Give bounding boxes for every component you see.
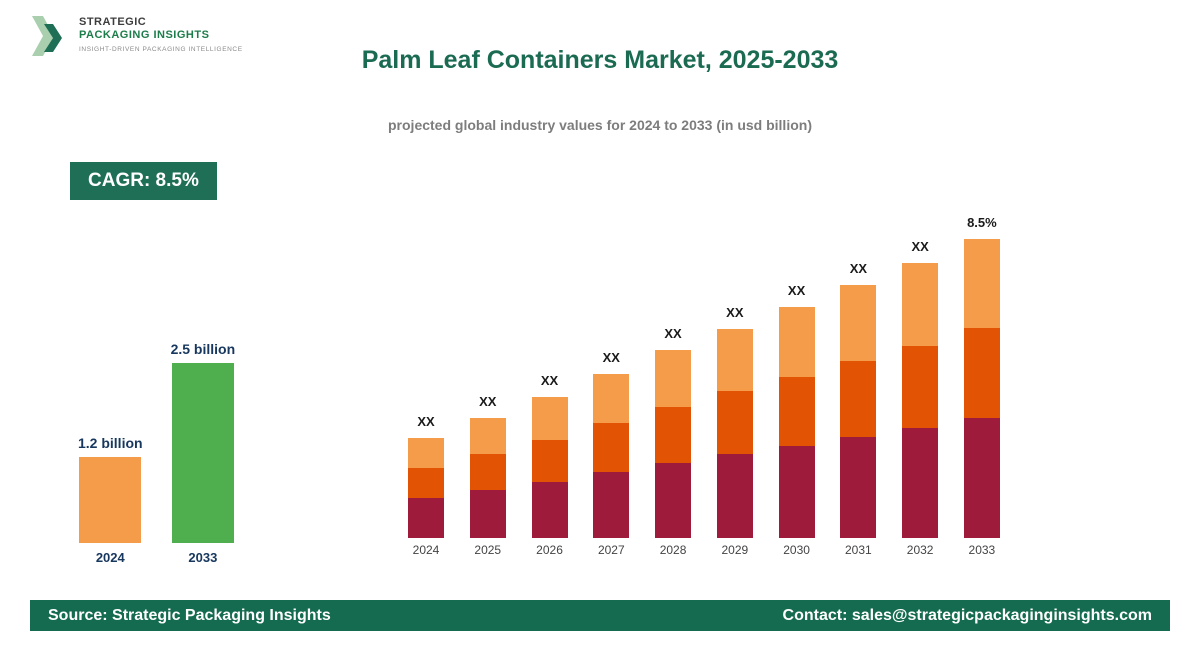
segment-bottom <box>963 418 1000 538</box>
segment-bottom <box>902 428 939 538</box>
cagr-badge: CAGR: 8.5% <box>70 162 217 200</box>
mini-bar-value-label: 2.5 billion <box>170 341 236 357</box>
bar-year-label: 2029 <box>721 543 749 557</box>
stacked-bar <box>716 329 753 538</box>
chevron-dark-icon <box>44 24 62 52</box>
stacked-bar-column: XX 2030 <box>778 283 815 557</box>
segment-top <box>716 329 753 391</box>
stacked-bar <box>963 239 1000 538</box>
logo-chevron-icon <box>32 12 70 60</box>
segment-top <box>655 350 692 407</box>
segment-top <box>840 285 877 361</box>
mini-bar-group: 2.5 billion 2033 <box>171 341 236 565</box>
segment-middle <box>469 454 506 490</box>
bar-year-label: 2024 <box>412 543 440 557</box>
segment-top <box>408 438 444 468</box>
stacked-bar <box>655 350 692 538</box>
stacked-bar-column: 8.5% 2033 <box>963 215 1000 557</box>
segment-middle <box>716 391 753 454</box>
segment-top <box>593 374 630 423</box>
bar-year-label: 2033 <box>968 543 996 557</box>
bar-top-label: XX <box>417 414 435 429</box>
stacked-bar-column: XX 2024 <box>408 414 444 557</box>
stacked-bar-column: XX 2028 <box>655 326 692 557</box>
stacked-bar-column: XX 2031 <box>840 261 877 557</box>
logo-line1: STRATEGIC <box>79 16 147 28</box>
logo-tagline: INSIGHT-DRIVEN PACKAGING INTELLIGENCE <box>79 46 243 54</box>
segment-top <box>531 397 568 440</box>
stacked-bar <box>902 263 939 538</box>
segment-bottom <box>716 454 753 538</box>
stacked-bar <box>408 438 444 538</box>
stacked-bar <box>778 307 815 538</box>
page-subtitle: projected global industry values for 202… <box>388 117 812 133</box>
bar-top-label: XX <box>540 373 559 388</box>
bar-year-label: 2025 <box>474 543 502 557</box>
bar-top-label: XX <box>479 394 497 409</box>
stacked-bar-column: XX 2026 <box>531 373 568 557</box>
logo-text: STRATEGIC PACKAGING INSIGHTS INSIGHT-DRI… <box>79 12 243 54</box>
stacked-bar <box>469 418 506 538</box>
segment-bottom <box>531 482 568 538</box>
page-title: Palm Leaf Containers Market, 2025-2033 <box>361 46 839 74</box>
segment-middle <box>531 440 568 482</box>
segment-top <box>469 418 506 454</box>
stacked-bar-column: XX 2032 <box>902 239 939 557</box>
segment-middle <box>655 407 692 463</box>
stacked-bar-column: XX 2027 <box>593 350 630 557</box>
segment-top <box>778 307 815 377</box>
bar-year-label: 2031 <box>845 543 872 557</box>
bar-year-label: 2026 <box>536 543 563 557</box>
bar-top-label: 8.5% <box>967 215 997 230</box>
segment-bottom <box>593 472 630 538</box>
logo-line2: PACKAGING INSIGHTS <box>79 28 210 41</box>
mini-bar-year-label: 2033 <box>188 550 218 565</box>
mini-bar-group: 1.2 billion 2024 <box>78 435 143 565</box>
footer-contact: Contact: sales@strategicpackaginginsight… <box>782 606 1152 624</box>
stacked-bar-column: XX 2029 <box>716 305 753 557</box>
segment-bottom <box>840 437 877 538</box>
bar-year-label: 2030 <box>783 543 810 557</box>
segment-bottom <box>778 446 815 538</box>
segment-middle <box>840 361 877 437</box>
segment-middle <box>593 423 630 472</box>
bar-top-label: XX <box>787 283 806 298</box>
segment-top <box>902 263 939 346</box>
mini-bar <box>79 456 142 543</box>
bar-top-label: XX <box>726 305 744 320</box>
stacked-bar-column: XX 2025 <box>469 394 506 557</box>
stacked-bar <box>531 397 568 538</box>
segment-bottom <box>408 498 444 538</box>
stacked-bar <box>593 374 630 538</box>
segment-bottom <box>655 463 692 538</box>
mini-bar-value-label: 1.2 billion <box>78 434 143 451</box>
segment-bottom <box>469 490 506 538</box>
segment-middle <box>778 377 815 446</box>
mini-bar-year-label: 2024 <box>95 550 125 565</box>
bar-top-label: XX <box>849 261 868 276</box>
bar-year-label: 2028 <box>659 543 687 557</box>
footer-bar: Source: Strategic Packaging Insights Con… <box>30 600 1170 631</box>
segment-middle <box>408 468 444 498</box>
segment-middle <box>902 346 939 428</box>
logo: STRATEGIC PACKAGING INSIGHTS INSIGHT-DRI… <box>32 12 243 60</box>
bar-top-label: XX <box>602 350 620 365</box>
bar-year-label: 2032 <box>906 543 934 557</box>
footer-source: Source: Strategic Packaging Insights <box>48 606 331 624</box>
mini-bar <box>171 363 234 543</box>
bar-top-label: XX <box>911 239 929 254</box>
bar-top-label: XX <box>664 326 682 341</box>
segment-middle <box>963 328 1000 418</box>
main-chart: XX 2024 XX 2025 XX 2026 XX 2027 XX 2028 XX 2029 XX 20… <box>408 195 1000 557</box>
bar-year-label: 2027 <box>597 543 625 557</box>
stacked-bar <box>840 285 877 538</box>
segment-top <box>963 239 1000 328</box>
mini-chart: 1.2 billion 2024 2.5 billion 2033 <box>78 300 235 565</box>
